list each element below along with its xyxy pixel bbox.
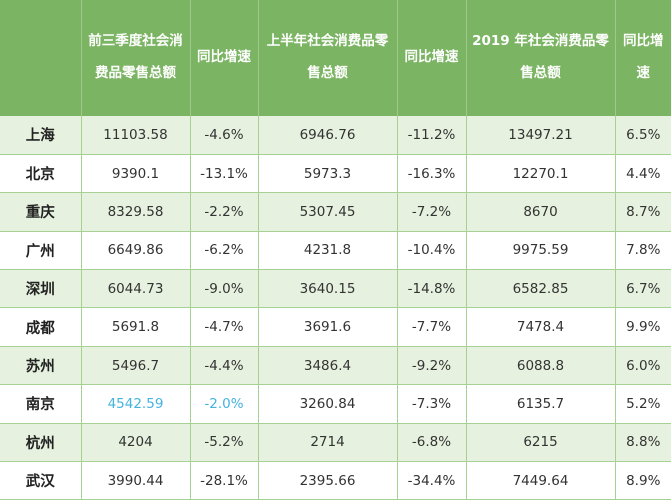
h1-growth-cell: -9.2% xyxy=(397,346,467,386)
q1-q3-total-cell: 3990.44 xyxy=(81,461,191,500)
total-2019-cell: 13497.21 xyxy=(466,116,616,155)
table-row: 杭州 4204 -5.2% 2714 -6.8% 6215 8.8% xyxy=(0,423,671,463)
city-cell: 北京 xyxy=(0,154,82,194)
h1-growth-cell: -11.2% xyxy=(397,116,467,155)
h1-total-cell: 3640.15 xyxy=(258,269,398,309)
h1-growth-cell: -7.2% xyxy=(397,192,467,232)
h1-total-cell: 2395.66 xyxy=(258,461,398,500)
q1-q3-total-cell: 8329.58 xyxy=(81,192,191,232)
total-2019-cell: 6088.8 xyxy=(466,346,616,386)
q1-q3-total-cell: 5691.8 xyxy=(81,307,191,347)
q1-q3-growth-cell: -4.4% xyxy=(190,346,259,386)
q1-q3-growth-cell: -5.2% xyxy=(190,423,259,463)
city-cell: 苏州 xyxy=(0,346,82,386)
q1-q3-total-cell: 6649.86 xyxy=(81,231,191,271)
h1-total-cell: 2714 xyxy=(258,423,398,463)
growth-2019-cell: 8.9% xyxy=(615,461,671,500)
city-cell: 上海 xyxy=(0,116,82,155)
growth-2019-cell: 8.8% xyxy=(615,423,671,463)
h1-total-cell: 4231.8 xyxy=(258,231,398,271)
total-2019-cell: 6135.7 xyxy=(466,384,616,424)
q1-q3-total-cell: 11103.58 xyxy=(81,116,191,155)
h1-total-cell: 3486.4 xyxy=(258,346,398,386)
q1-q3-growth-cell: -13.1% xyxy=(190,154,259,194)
h1-total-cell: 5307.45 xyxy=(258,192,398,232)
table-row: 重庆 8329.58 -2.2% 5307.45 -7.2% 8670 8.7% xyxy=(0,192,671,232)
q1-q3-total-cell: 9390.1 xyxy=(81,154,191,194)
city-cell: 杭州 xyxy=(0,423,82,463)
header-2019-growth: 同比增速 xyxy=(615,0,671,116)
city-cell: 深圳 xyxy=(0,269,82,309)
q1-q3-growth-cell: -9.0% xyxy=(190,269,259,309)
header-h1-total: 上半年社会消费品零售总额 xyxy=(258,0,398,116)
city-cell: 南京 xyxy=(0,384,82,424)
h1-growth-cell: -7.3% xyxy=(397,384,467,424)
header-h1-growth: 同比增速 xyxy=(397,0,467,116)
table-row: 深圳 6044.73 -9.0% 3640.15 -14.8% 6582.85 … xyxy=(0,269,671,309)
header-row: 前三季度社会消费品零售总额 同比增速 上半年社会消费品零售总额 同比增速 201… xyxy=(0,0,671,116)
table-row: 苏州 5496.7 -4.4% 3486.4 -9.2% 6088.8 6.0% xyxy=(0,346,671,386)
h1-total-cell: 6946.76 xyxy=(258,116,398,155)
h1-growth-cell: -6.8% xyxy=(397,423,467,463)
city-cell: 广州 xyxy=(0,231,82,271)
header-q1-q3-total: 前三季度社会消费品零售总额 xyxy=(81,0,191,116)
total-2019-cell: 6215 xyxy=(466,423,616,463)
city-cell: 成都 xyxy=(0,307,82,347)
h1-growth-cell: -10.4% xyxy=(397,231,467,271)
growth-2019-cell: 6.0% xyxy=(615,346,671,386)
growth-2019-cell: 6.7% xyxy=(615,269,671,309)
q1-q3-growth-cell: -4.6% xyxy=(190,116,259,155)
h1-growth-cell: -34.4% xyxy=(397,461,467,500)
growth-2019-cell: 6.5% xyxy=(615,116,671,155)
h1-growth-cell: -16.3% xyxy=(397,154,467,194)
total-2019-cell: 7449.64 xyxy=(466,461,616,500)
total-2019-cell: 9975.59 xyxy=(466,231,616,271)
header-q1-q3-growth: 同比增速 xyxy=(190,0,259,116)
table-row: 北京 9390.1 -13.1% 5973.3 -16.3% 12270.1 4… xyxy=(0,154,671,194)
total-2019-cell: 6582.85 xyxy=(466,269,616,309)
q1-q3-total-cell: 6044.73 xyxy=(81,269,191,309)
city-cell: 武汉 xyxy=(0,461,82,500)
growth-2019-cell: 5.2% xyxy=(615,384,671,424)
growth-2019-cell: 4.4% xyxy=(615,154,671,194)
q1-q3-total-cell: 5496.7 xyxy=(81,346,191,386)
growth-2019-cell: 8.7% xyxy=(615,192,671,232)
q1-q3-growth-cell: -4.7% xyxy=(190,307,259,347)
table-row: 成都 5691.8 -4.7% 3691.6 -7.7% 7478.4 9.9% xyxy=(0,307,671,347)
total-2019-cell: 12270.1 xyxy=(466,154,616,194)
header-city xyxy=(0,0,82,116)
table-row: 上海 11103.58 -4.6% 6946.76 -11.2% 13497.2… xyxy=(0,116,671,155)
q1-q3-total-cell: 4542.59 xyxy=(81,384,191,424)
table-row: 南京 4542.59 -2.0% 3260.84 -7.3% 6135.7 5.… xyxy=(0,384,671,424)
total-2019-cell: 7478.4 xyxy=(466,307,616,347)
q1-q3-growth-cell: -2.0% xyxy=(190,384,259,424)
q1-q3-growth-cell: -28.1% xyxy=(190,461,259,500)
q1-q3-growth-cell: -2.2% xyxy=(190,192,259,232)
q1-q3-growth-cell: -6.2% xyxy=(190,231,259,271)
growth-2019-cell: 9.9% xyxy=(615,307,671,347)
h1-growth-cell: -7.7% xyxy=(397,307,467,347)
q1-q3-total-cell: 4204 xyxy=(81,423,191,463)
h1-total-cell: 3260.84 xyxy=(258,384,398,424)
table-row: 广州 6649.86 -6.2% 4231.8 -10.4% 9975.59 7… xyxy=(0,231,671,271)
table-row: 武汉 3990.44 -28.1% 2395.66 -34.4% 7449.64… xyxy=(0,461,671,500)
h1-total-cell: 5973.3 xyxy=(258,154,398,194)
header-2019-total: 2019 年社会消费品零售总额 xyxy=(466,0,616,116)
growth-2019-cell: 7.8% xyxy=(615,231,671,271)
h1-total-cell: 3691.6 xyxy=(258,307,398,347)
city-cell: 重庆 xyxy=(0,192,82,232)
h1-growth-cell: -14.8% xyxy=(397,269,467,309)
total-2019-cell: 8670 xyxy=(466,192,616,232)
